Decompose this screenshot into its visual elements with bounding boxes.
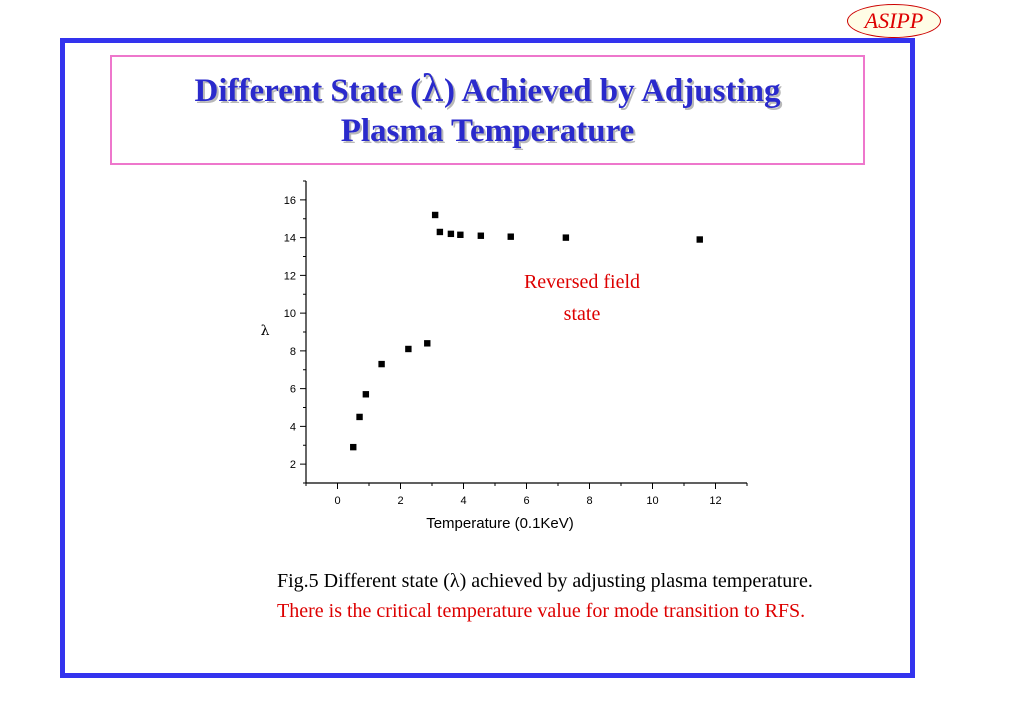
figure-caption: Fig.5 Different state (λ) achieved by ad… [277,566,867,626]
y-tick-label: 6 [290,384,296,396]
title-lambda-symbol: λ [421,68,444,110]
y-tick-label: 16 [284,195,296,207]
caption-text: Fig.5 Different state (λ) achieved by ad… [277,570,813,592]
y-tick-label: 10 [284,308,296,320]
x-tick-label: 0 [334,495,340,507]
title-line-2: Plasma Temperature [340,112,635,149]
chart-ticks: 0 2 4 6 8 10 12 2 4 6 8 10 12 14 16 [284,180,748,507]
data-point [356,413,363,421]
title-line-1-end: ) Achieved by Adjusting [443,72,781,109]
y-tick-label: 14 [284,233,296,245]
data-point [431,211,439,219]
data-point [405,345,412,353]
x-tick-label: 2 [397,495,403,507]
data-point [378,360,385,368]
data-point [424,340,431,347]
data-point [562,234,570,241]
x-tick-label: 6 [523,495,529,507]
y-tick-label: 2 [290,459,296,471]
y-tick-label: 12 [284,270,296,282]
asipp-logo-text: ASIPP [864,8,924,33]
data-point [696,236,703,243]
data-point [507,233,514,240]
annotation-line-1: Reversed field [524,271,640,293]
data-point [457,231,464,238]
chart-points [350,211,703,451]
x-axis-label: Temperature (0.1KeV) [426,515,574,532]
y-tick-label: 8 [290,346,296,358]
scatter-chart: 0 2 4 6 8 10 12 2 4 6 8 10 12 14 16 Temperature (0.1Ke… [261,180,748,532]
reversed-field-annotation: Reversed field state [524,271,640,325]
caption-highlight: There is the critical temperature value … [277,600,806,622]
y-axis-label: λ [261,323,270,339]
asipp-logo: ASIPP [847,4,941,38]
x-tick-label: 12 [709,495,721,507]
data-point [447,230,455,238]
y-tick-label: 4 [290,421,296,433]
slide-frame [60,38,915,678]
x-tick-label: 4 [460,495,466,507]
data-point [362,391,370,398]
chart-axes [305,181,747,484]
data-point [477,232,485,239]
x-tick-label: 10 [646,495,658,507]
annotation-line-2: state [564,303,601,325]
title-box: Different State (λ) Achieved by Adjustin… [110,55,865,165]
x-tick-label: 8 [586,495,592,507]
data-point [436,228,444,236]
title-line-1-start: Different State ( [194,72,422,109]
data-point [350,443,357,451]
title-line-1: Different State (λ) Achieved by Adjustin… [194,68,781,111]
